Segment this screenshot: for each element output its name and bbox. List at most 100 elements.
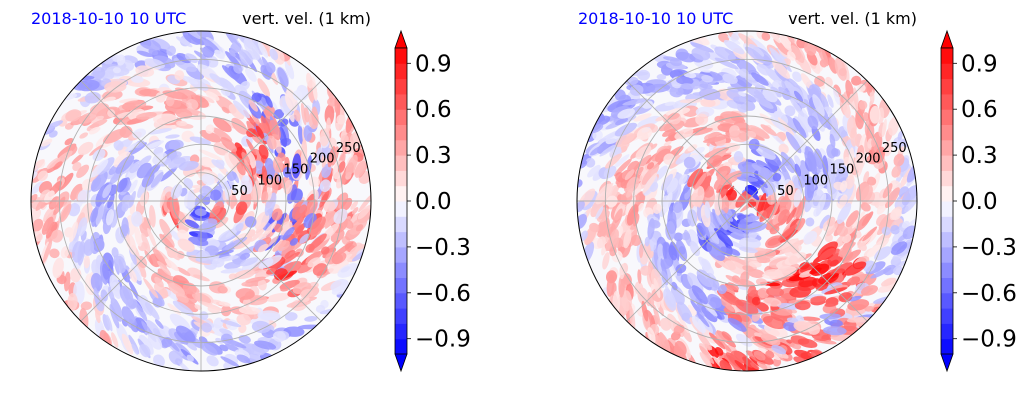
colorbar-band [941,48,953,64]
radial-tick-label: 250 [336,141,361,156]
radial-tick-label: 200 [310,152,335,167]
field-cell [832,87,841,105]
field-cell [236,354,251,364]
field-cell [241,151,251,166]
field-cell [293,215,305,231]
field-cell [701,258,712,270]
field-cell [176,120,188,127]
field-cell [665,221,676,241]
field-cell [683,156,696,169]
field-cell [724,260,749,276]
field-cell [614,89,626,101]
field-cell [77,141,94,156]
field-cell [584,225,597,246]
field-cell [134,226,142,247]
field-cell [261,165,268,186]
field-cell [79,112,97,124]
field-cell [277,67,289,88]
field-cell [793,188,802,208]
field-cell [322,247,337,259]
field-cell [580,230,588,242]
field-cell [836,225,849,237]
field-cell [143,277,159,299]
field-cell [678,173,688,185]
field-cell [585,157,596,168]
field-cell [754,143,776,160]
field-cell [282,226,295,241]
polar-grid [31,31,371,371]
field-cell [166,45,177,57]
field-cell [824,287,848,295]
field-cell [319,179,331,192]
field-cell [701,220,711,239]
field-cell [810,295,827,303]
field-cell [131,343,139,355]
plot-title-variable: vert. vel. (1 km) [242,9,371,28]
field-cell [177,229,190,241]
field-cell [748,260,762,268]
field-cell [189,136,212,145]
field-cell [221,333,233,345]
radial-tick-label: 100 [803,173,828,188]
field-cell [348,244,368,259]
field-cell [758,181,769,197]
field-cell [860,185,873,204]
field-cell [869,105,881,124]
colorbar-band [941,262,953,278]
field-cell [235,201,248,215]
field-cell [747,125,767,136]
field-cell [65,109,82,122]
field-cell [857,240,867,252]
field-cell [169,229,182,242]
field-cell [745,86,765,100]
field-cell [760,333,781,346]
field-cell [251,92,262,103]
field-cell [31,181,44,194]
field-cell [139,344,151,358]
field-cell [220,268,244,274]
field-cell [148,128,173,135]
field-cell [128,279,140,302]
field-cell [212,127,233,142]
field-cell [221,65,238,81]
field-cell [212,257,225,268]
field-cell [254,340,277,350]
field-cell [901,220,910,229]
field-cell [649,182,659,193]
field-cell [322,210,337,228]
field-cell [897,130,903,141]
field-cell [633,113,652,122]
field-cell [893,137,905,149]
colorbar-band [941,78,953,95]
field-cell [779,35,792,49]
colorbar-tick-label: 0.9 [415,51,452,77]
field-cell [615,117,629,126]
field-cell [71,153,84,165]
field-cell [106,314,113,332]
field-cell [704,201,711,219]
colorbar-band [941,201,953,217]
field-cell [319,128,330,147]
field-cell [744,46,766,64]
field-cell [220,319,242,328]
field-cell [243,38,260,61]
field-cell [653,278,661,298]
field-cell [157,260,172,276]
colorbar-band [395,170,407,187]
field-cell [305,155,312,180]
field-cell [246,138,257,156]
field-cell [138,155,152,167]
field-cell [312,76,318,102]
field-cell [95,203,105,226]
colorbar-extend-max [940,29,954,49]
field-cell [272,331,286,342]
azimuth-line [80,80,322,322]
field-cell [244,216,257,228]
field-cell [703,136,727,143]
field-cell [116,54,126,66]
colorbar-band [941,277,953,294]
field-cell [89,144,104,156]
field-cell [60,203,72,223]
field-cell [669,58,683,67]
field-cell [642,172,658,194]
